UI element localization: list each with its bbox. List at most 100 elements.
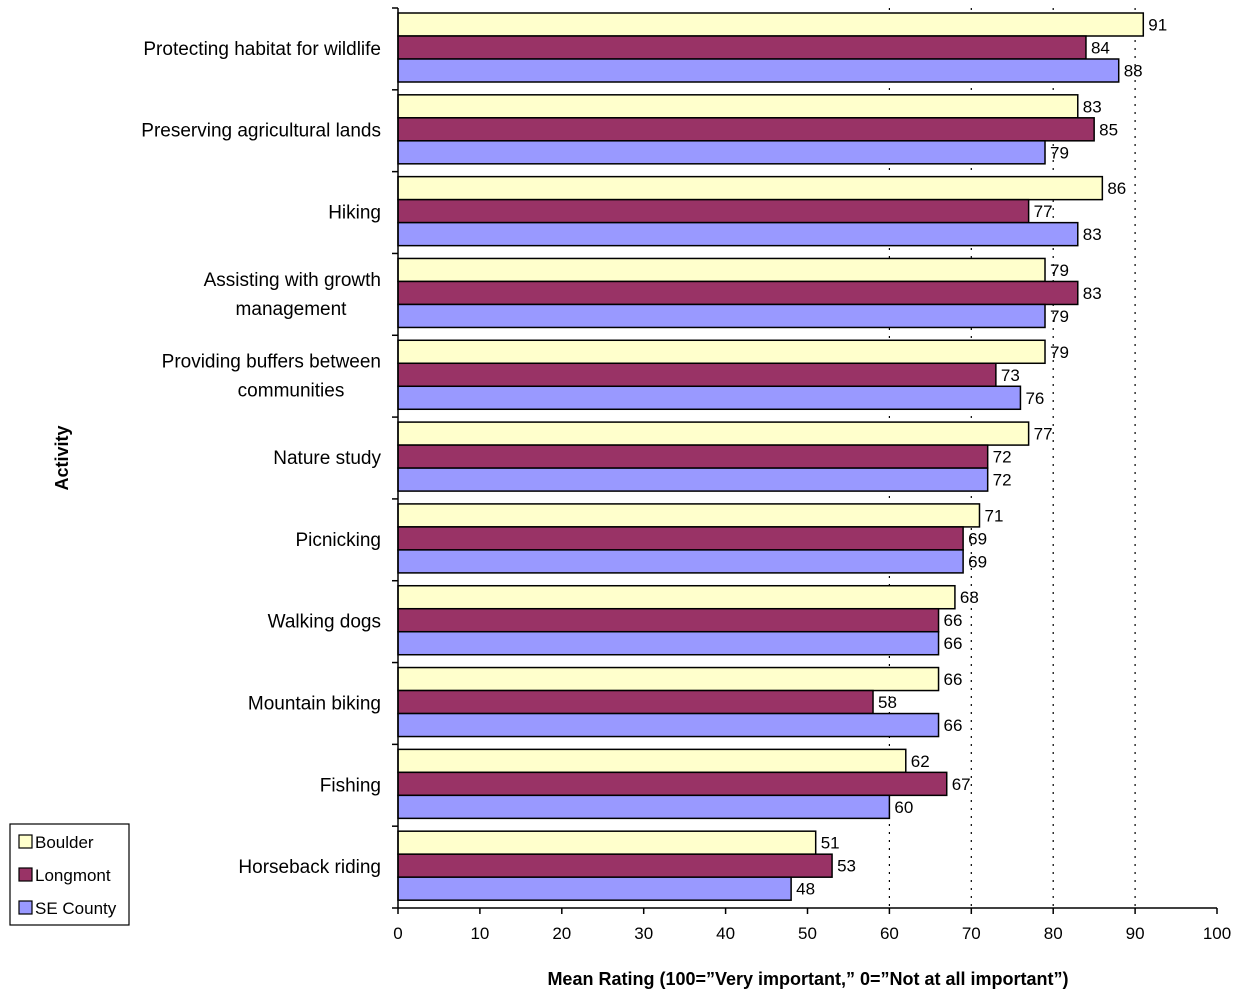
x-tick-label: 50 [798, 924, 817, 943]
legend-label: SE County [35, 899, 117, 918]
x-axis-title: Mean Rating (100=”Very important,” 0=”No… [547, 969, 1068, 989]
bar [397, 748, 907, 774]
data-label: 72 [993, 448, 1012, 467]
bar [397, 175, 1104, 201]
data-label: 58 [878, 693, 897, 712]
bar [397, 339, 1046, 365]
bar [397, 58, 1120, 83]
x-tick-label: 20 [552, 924, 571, 943]
data-label: 79 [1050, 307, 1069, 326]
category-label: Fishing [320, 775, 381, 796]
bar [397, 853, 833, 878]
x-tick-label: 0 [393, 924, 402, 943]
legend-swatch [18, 867, 33, 882]
data-label: 66 [944, 670, 963, 689]
data-label: 91 [1148, 16, 1167, 35]
category-labels: Protecting habitat for wildlife Preservin… [141, 39, 381, 878]
data-label: 77 [1034, 202, 1053, 221]
bar [397, 584, 956, 610]
data-label: 67 [952, 775, 971, 794]
x-tick-label: 40 [716, 924, 735, 943]
data-label: 79 [1050, 261, 1069, 280]
category-label: Preserving agricultural lands [141, 121, 381, 142]
data-label: 79 [1050, 143, 1069, 162]
bar [397, 666, 940, 692]
bar [397, 117, 1095, 142]
bar [397, 771, 948, 797]
bar [397, 280, 1079, 306]
data-label: 66 [944, 611, 963, 630]
data-label: 83 [1083, 97, 1102, 116]
legend-swatch [18, 834, 33, 849]
data-label: 79 [1050, 343, 1069, 362]
data-label: 60 [894, 798, 913, 817]
category-label: Protecting habitat for wildlife [143, 39, 381, 60]
data-label: 69 [968, 529, 987, 548]
bar [397, 503, 981, 528]
x-tick-label: 100 [1203, 924, 1231, 943]
data-label: 77 [1034, 425, 1053, 444]
bar [397, 794, 891, 820]
bar [397, 257, 1046, 283]
category-label: Assisting with growth management [204, 270, 381, 320]
bar [397, 830, 817, 855]
x-tick-label: 30 [634, 924, 653, 943]
data-label: 68 [960, 588, 979, 607]
bar [397, 362, 997, 388]
data-label: 51 [821, 834, 840, 853]
bar [397, 385, 1022, 411]
data-label: 66 [944, 634, 963, 653]
data-label: 72 [993, 471, 1012, 490]
data-label: 71 [984, 506, 1003, 525]
bar [397, 94, 1079, 119]
category-label: Mountain biking [248, 693, 381, 714]
bar [397, 198, 1030, 224]
bar [397, 689, 874, 715]
category-label: Nature study [273, 448, 381, 469]
bar [397, 467, 989, 492]
legend-label: Boulder [35, 833, 94, 852]
data-label: 85 [1099, 120, 1118, 139]
bar [397, 607, 940, 633]
bar [397, 140, 1046, 165]
bar [397, 444, 989, 469]
bar [397, 35, 1087, 60]
data-labels: 91 83 86 79 79 77 71 68 66 62 51 84 85 77 83 73 72 69 66 58… [796, 16, 1167, 899]
data-label: 66 [944, 716, 963, 735]
bar [397, 12, 1145, 37]
data-label: 84 [1091, 39, 1110, 58]
bar [397, 421, 1030, 446]
data-label: 83 [1083, 284, 1102, 303]
x-tick-labels: 0 10 20 30 40 50 60 70 80 90 100 [393, 924, 1231, 943]
x-tick-label: 90 [1126, 924, 1145, 943]
bar [397, 712, 940, 738]
axes [392, 7, 1218, 914]
legend-label: Longmont [35, 866, 111, 885]
bar [397, 303, 1046, 329]
category-label: Picnicking [295, 530, 381, 551]
data-label: 48 [796, 880, 815, 899]
data-label: 62 [911, 752, 930, 771]
bar [397, 630, 940, 656]
x-tick-label: 60 [880, 924, 899, 943]
data-label: 53 [837, 857, 856, 876]
data-label: 83 [1083, 225, 1102, 244]
legend-swatch [18, 900, 33, 915]
x-tick-label: 10 [470, 924, 489, 943]
data-label: 86 [1107, 179, 1126, 198]
bar [397, 526, 964, 551]
legend: Boulder Longmont SE County [9, 823, 130, 926]
category-label: Providing buffers between communities [162, 352, 381, 402]
x-tick-label: 70 [962, 924, 981, 943]
category-label: Horseback riding [238, 857, 381, 878]
bar [397, 549, 964, 574]
category-label: Hiking [328, 203, 381, 224]
data-label: 69 [968, 552, 987, 571]
bar [397, 876, 792, 901]
data-label: 88 [1124, 62, 1143, 81]
y-axis-title: Activity [52, 425, 72, 490]
bar [397, 221, 1079, 247]
data-label: 76 [1025, 389, 1044, 408]
category-label: Walking dogs [268, 612, 381, 633]
